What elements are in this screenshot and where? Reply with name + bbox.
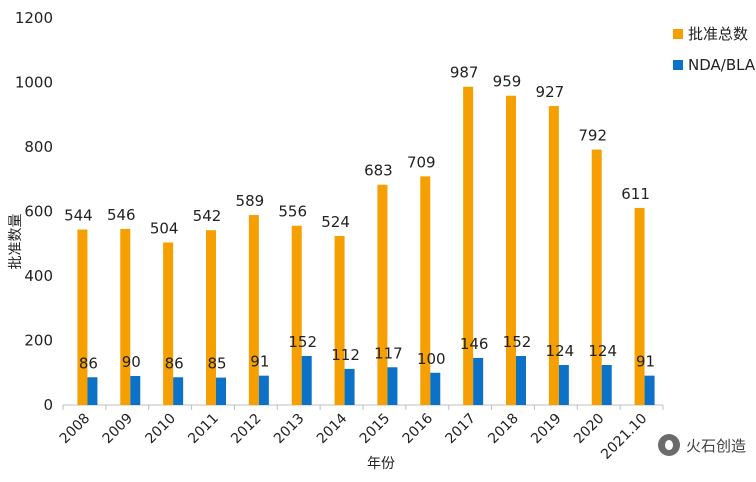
data-label-total: 959 [493,73,522,91]
data-label-total: 683 [364,162,393,180]
data-label-total: 611 [621,185,650,203]
legend-swatch [673,29,683,39]
data-label-nda-bla: 146 [460,335,489,353]
bar-nda-bla [216,377,226,405]
bar-nda-bla [516,355,526,405]
bar-total [548,106,559,405]
x-tick-label: 2015 [357,411,394,448]
legend-label: 批准总数 [688,25,748,43]
data-label-total: 792 [578,127,607,145]
bar-nda-bla [301,355,312,405]
y-tick-label: 600 [24,203,53,221]
bar-total [291,225,302,405]
data-label-nda-bla: 85 [207,355,226,373]
data-label-nda-bla: 86 [165,354,184,372]
bar-total [377,184,388,405]
y-tick-label: 200 [24,332,53,350]
x-tick-label: 2013 [271,411,308,448]
y-tick-label: 1200 [15,9,53,27]
legend: 批准总数 NDA/BLA [673,25,756,74]
bar-nda-bla [387,367,398,405]
bar-total [77,229,88,405]
x-tick-label: 2010 [142,411,179,448]
fire-icon [657,434,680,456]
y-tick-label: 1000 [15,74,53,92]
data-label-nda-bla: 152 [288,333,317,351]
bar-nda-bla [430,372,441,405]
data-labels: 544 546 504 542 589 556 524 683 709 987 959 927 792 6… [64,64,655,373]
bar-total [634,207,645,405]
y-tick-label: 0 [43,396,53,414]
x-tick-label: 2016 [400,410,437,447]
data-label-nda-bla: 86 [79,354,98,372]
bar-total [463,86,474,405]
watermark: 火石创造 [657,434,746,456]
data-label-total: 542 [193,207,222,225]
bar-nda-bla [344,368,355,405]
data-label-total: 556 [278,203,307,221]
bar-nda-bla [558,365,569,405]
bar-total [591,149,602,405]
x-tick-label: 2018 [485,411,522,448]
bar-nda-bla [87,377,98,405]
x-tick-label: 2020 [571,411,608,448]
x-tick-label: 2009 [100,411,137,448]
data-label-total: 544 [64,207,93,225]
data-label-total: 546 [107,206,136,224]
data-label-nda-bla: 117 [374,344,403,362]
data-label-nda-bla: 91 [250,353,269,371]
data-label-nda-bla: 152 [503,333,532,351]
bar-nda-bla [473,357,484,405]
y-tick-label: 400 [24,267,53,285]
bar-total [206,230,216,405]
bar-total [506,95,516,405]
bar-total [420,176,431,405]
legend-label: NDA/BLA [688,56,756,74]
data-label-total: 987 [450,64,479,82]
bar-nda-bla [130,375,141,405]
bar-total [248,215,259,405]
data-label-total: 927 [536,83,565,101]
x-tick-label: 2008 [57,411,94,448]
bar-total [334,236,345,405]
bar-nda-bla [258,375,269,405]
bar-nda-bla [173,377,184,405]
y-axis-title: 批准数量 [8,214,24,270]
y-tick-label: 800 [24,138,53,156]
data-label-total: 589 [236,192,265,210]
x-tick-label: 2014 [314,410,351,447]
x-tick-label: 2012 [228,411,265,448]
x-axis-title: 年份 [367,456,395,472]
legend-swatch [673,60,683,70]
bar-total [120,228,131,405]
data-label-total: 504 [150,219,179,237]
bar-nda-bla [644,375,655,405]
watermark-text: 火石创造 [685,436,746,455]
data-label-total: 709 [407,153,436,171]
x-tick-label: 2011 [185,411,222,448]
bar-nda-bla [601,365,612,405]
data-label-nda-bla: 100 [417,350,446,368]
data-label-total: 524 [321,213,350,231]
x-tick-label: 2019 [528,411,565,448]
bars [77,86,655,405]
x-tick-label: 2017 [442,411,479,448]
data-label-nda-bla: 90 [122,353,141,371]
bar-total [163,242,174,405]
data-label-nda-bla: 112 [331,346,360,364]
data-label-nda-bla: 91 [636,353,655,371]
data-label-nda-bla: 124 [588,342,617,360]
x-tick-label: 2021.10 [598,411,650,463]
data-label-nda-bla: 124 [546,342,575,360]
